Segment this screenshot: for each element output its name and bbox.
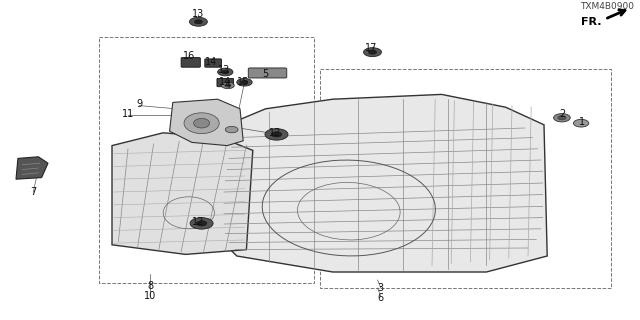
- Text: 1: 1: [579, 116, 586, 127]
- Circle shape: [573, 119, 589, 127]
- Circle shape: [554, 114, 570, 122]
- Text: 12: 12: [269, 128, 282, 138]
- Circle shape: [225, 84, 231, 87]
- Text: FR.: FR.: [581, 17, 602, 28]
- Ellipse shape: [184, 113, 219, 134]
- Text: 3: 3: [378, 283, 384, 293]
- Text: 14: 14: [205, 57, 218, 68]
- Text: 9: 9: [136, 99, 143, 109]
- Circle shape: [271, 132, 282, 137]
- Circle shape: [265, 129, 288, 140]
- Circle shape: [364, 48, 381, 57]
- Circle shape: [558, 116, 566, 120]
- Text: 11: 11: [122, 108, 134, 119]
- FancyBboxPatch shape: [181, 58, 200, 67]
- Text: 10: 10: [144, 291, 157, 301]
- Circle shape: [241, 81, 248, 84]
- Text: TXM4B0900: TXM4B0900: [580, 2, 634, 11]
- Text: 12: 12: [192, 217, 205, 228]
- Polygon shape: [112, 133, 253, 254]
- Ellipse shape: [193, 118, 210, 128]
- Text: 15: 15: [237, 76, 250, 87]
- FancyBboxPatch shape: [217, 78, 234, 87]
- Circle shape: [190, 218, 213, 229]
- Text: 5: 5: [262, 68, 269, 79]
- Circle shape: [237, 78, 252, 86]
- Circle shape: [196, 221, 207, 226]
- Text: 6: 6: [378, 292, 384, 303]
- Polygon shape: [208, 94, 547, 272]
- Text: 4: 4: [224, 80, 230, 90]
- Circle shape: [221, 82, 234, 89]
- Circle shape: [369, 50, 376, 54]
- Text: 13: 13: [192, 9, 205, 20]
- Text: 7: 7: [30, 187, 36, 197]
- Circle shape: [195, 20, 202, 24]
- FancyBboxPatch shape: [248, 68, 287, 78]
- Text: 2: 2: [559, 108, 565, 119]
- Text: 16: 16: [182, 51, 195, 61]
- Circle shape: [218, 68, 233, 76]
- Text: 14: 14: [219, 76, 232, 87]
- Circle shape: [189, 17, 207, 26]
- Text: 17: 17: [365, 43, 378, 53]
- Text: 8: 8: [147, 281, 154, 292]
- Circle shape: [225, 126, 238, 133]
- Text: 13: 13: [218, 65, 230, 76]
- Polygon shape: [170, 99, 243, 146]
- FancyBboxPatch shape: [205, 59, 221, 67]
- Polygon shape: [16, 157, 48, 179]
- Circle shape: [222, 70, 228, 74]
